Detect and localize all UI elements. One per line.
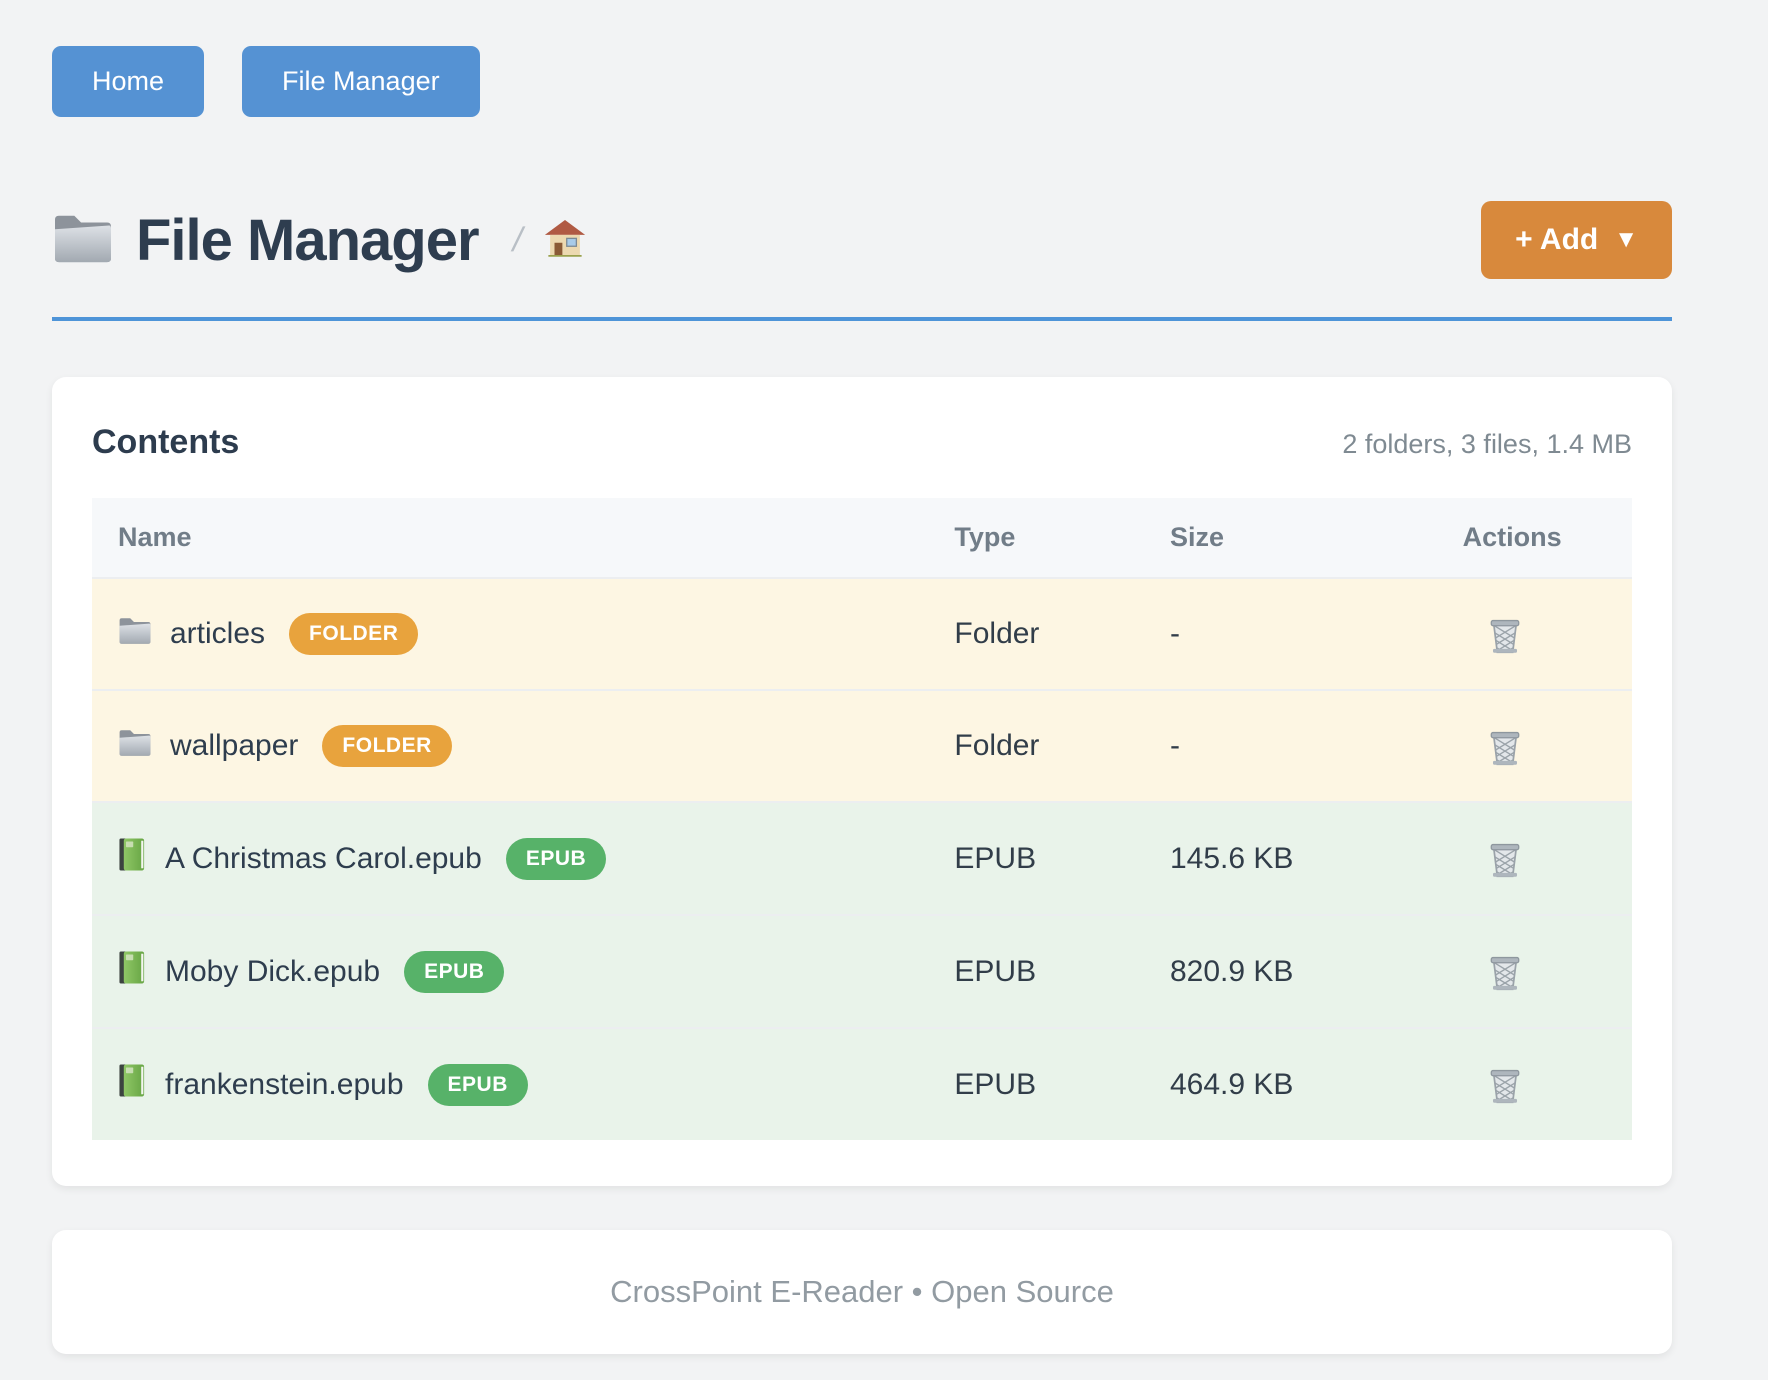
name-cell: Moby Dick.epub EPUB <box>92 916 954 1027</box>
type-badge: FOLDER <box>289 613 419 655</box>
table-header-row: Name Type Size Actions <box>92 498 1632 577</box>
delete-button[interactable] <box>1487 729 1523 767</box>
size-cell: 145.6 KB <box>1169 841 1294 875</box>
footer-card: CrossPoint E-Reader • Open Source <box>52 1230 1672 1354</box>
name-cell: articles FOLDER <box>92 579 954 689</box>
top-nav: Home File Manager <box>52 0 1672 117</box>
type-cell: EPUB <box>954 954 1037 988</box>
book-icon <box>118 950 147 993</box>
actions-cell <box>1463 691 1632 800</box>
size-cell: - <box>1169 729 1180 762</box>
chevron-down-icon: ▼ <box>1614 226 1638 253</box>
trash-icon <box>1487 729 1523 767</box>
delete-button[interactable] <box>1487 617 1523 655</box>
page: Home File Manager File Manager / + Add ▼… <box>52 0 1672 1354</box>
table-row[interactable]: wallpaper FOLDER Folder - <box>92 689 1632 801</box>
item-name[interactable]: Moby Dick.epub <box>165 954 381 988</box>
delete-button[interactable] <box>1487 841 1523 879</box>
contents-card: Contents 2 folders, 3 files, 1.4 MB Name… <box>52 377 1672 1186</box>
type-badge: FOLDER <box>322 725 452 767</box>
home-button[interactable]: Home <box>52 46 205 117</box>
type-cell: EPUB <box>954 841 1037 875</box>
folder-icon <box>52 210 114 271</box>
name-cell: frankenstein.epub EPUB <box>92 1029 954 1140</box>
type-cell: Folder <box>954 729 1040 762</box>
contents-card-header: Contents 2 folders, 3 files, 1.4 MB <box>92 423 1632 462</box>
folder-icon <box>118 727 152 766</box>
file-manager-button[interactable]: File Manager <box>242 46 480 117</box>
header-divider <box>52 317 1672 321</box>
column-header-size: Size <box>1169 522 1225 552</box>
home-breadcrumb-icon[interactable] <box>544 218 586 262</box>
type-cell: Folder <box>954 617 1040 650</box>
add-button[interactable]: + Add ▼ <box>1481 201 1672 279</box>
table-row[interactable]: frankenstein.epub EPUB EPUB 464.9 KB <box>92 1027 1632 1140</box>
table-row[interactable]: articles FOLDER Folder - <box>92 577 1632 689</box>
add-button-label: + Add <box>1515 223 1599 256</box>
table-row[interactable]: A Christmas Carol.epub EPUB EPUB 145.6 K… <box>92 801 1632 914</box>
actions-cell <box>1463 917 1632 1026</box>
folder-icon <box>118 615 152 654</box>
column-header-actions: Actions <box>1462 522 1562 552</box>
size-cell: 464.9 KB <box>1169 1067 1294 1101</box>
book-icon <box>118 1063 147 1106</box>
size-cell: - <box>1169 617 1180 650</box>
item-name[interactable]: articles <box>170 617 266 650</box>
page-header: File Manager / + Add ▼ <box>52 201 1672 279</box>
contents-summary: 2 folders, 3 files, 1.4 MB <box>1342 429 1632 459</box>
actions-cell <box>1463 804 1632 913</box>
contents-title: Contents <box>92 423 240 461</box>
page-title: File Manager <box>136 207 480 273</box>
name-cell: A Christmas Carol.epub EPUB <box>92 803 954 914</box>
type-cell: EPUB <box>954 1067 1037 1101</box>
type-badge: EPUB <box>505 837 607 880</box>
delete-button[interactable] <box>1487 1067 1523 1105</box>
actions-cell <box>1463 579 1632 688</box>
trash-icon <box>1487 954 1523 992</box>
delete-button[interactable] <box>1487 954 1523 992</box>
trash-icon <box>1487 617 1523 655</box>
item-name[interactable]: wallpaper <box>170 729 299 762</box>
column-header-type: Type <box>954 522 1016 552</box>
name-cell: wallpaper FOLDER <box>92 691 954 801</box>
footer-text: CrossPoint E-Reader • Open Source <box>610 1274 1114 1309</box>
actions-cell <box>1463 1030 1632 1139</box>
column-header-name: Name <box>118 522 192 552</box>
book-icon <box>118 837 147 880</box>
file-table: Name Type Size Actions articles FOL <box>92 498 1632 1140</box>
table-row[interactable]: Moby Dick.epub EPUB EPUB 820.9 KB <box>92 914 1632 1027</box>
item-name[interactable]: frankenstein.epub <box>165 1067 404 1101</box>
type-badge: EPUB <box>404 950 505 993</box>
size-cell: 820.9 KB <box>1169 954 1294 988</box>
trash-icon <box>1487 1067 1523 1105</box>
trash-icon <box>1487 841 1523 879</box>
breadcrumb-separator: / <box>508 220 527 259</box>
title-wrap: File Manager / <box>52 207 1481 274</box>
type-badge: EPUB <box>427 1063 528 1106</box>
item-name[interactable]: A Christmas Carol.epub <box>165 841 482 875</box>
